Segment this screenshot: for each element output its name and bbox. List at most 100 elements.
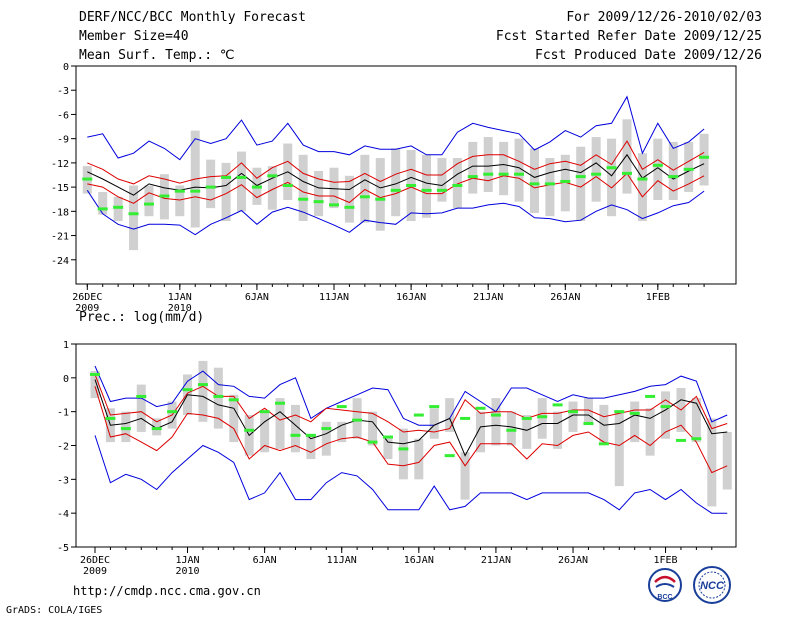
temp-xtick-label: 1JAN bbox=[168, 292, 192, 303]
temp-ensemble-box bbox=[622, 119, 632, 194]
temp-xtick-label: 1FEB bbox=[646, 292, 670, 303]
prec-observed-marker bbox=[275, 401, 286, 405]
prec-xtick-label: 11JAN bbox=[327, 555, 357, 566]
prec-ensemble-box bbox=[661, 391, 671, 439]
temp-observed-marker bbox=[436, 188, 447, 192]
prec-observed-marker bbox=[598, 442, 609, 446]
temp-observed-marker bbox=[606, 166, 617, 170]
temp-xtick-label: 16JAN bbox=[396, 292, 426, 303]
prec-ensemble-box bbox=[368, 411, 378, 446]
bcc-logo-icon: BCC bbox=[648, 568, 682, 602]
prec-observed-marker bbox=[429, 405, 440, 409]
forecast-period-label: For 2009/12/26-2010/02/03 bbox=[566, 10, 762, 25]
source-url[interactable]: http://cmdp.ncc.cma.gov.cn bbox=[73, 584, 261, 598]
prec-ensemble-box bbox=[491, 398, 501, 446]
temp-ensemble-box bbox=[221, 162, 231, 222]
prec-ytick-label: 1 bbox=[63, 340, 69, 351]
prec-ensemble-box bbox=[553, 411, 563, 449]
prec-observed-marker bbox=[321, 427, 332, 431]
prec-observed-marker bbox=[259, 410, 270, 414]
temp-ytick-label: 0 bbox=[63, 62, 69, 73]
prec-ytick-label: -2 bbox=[57, 442, 69, 453]
temp-observed-marker bbox=[621, 171, 632, 175]
bcc-logo-text: BCC bbox=[657, 594, 672, 601]
prec-xtick-label: 16JAN bbox=[404, 555, 434, 566]
variable-label: Mean Surf. Temp.: ℃ bbox=[79, 48, 235, 63]
prec-xtick-label: 1FEB bbox=[653, 555, 677, 566]
temp-observed-marker bbox=[329, 203, 340, 207]
started-refer-label: Fcst Started Refer Date 2009/12/25 bbox=[495, 29, 762, 44]
prec-observed-marker bbox=[645, 394, 656, 398]
temp-observed-marker bbox=[221, 175, 232, 179]
prec-observed-marker bbox=[336, 405, 347, 409]
prec-ensemble-box bbox=[522, 415, 532, 449]
prec-ensemble-box bbox=[90, 371, 100, 399]
prec-observed-marker bbox=[120, 427, 131, 431]
prec-xtick-label: 1JAN bbox=[175, 555, 199, 566]
temp-observed-marker bbox=[267, 174, 278, 178]
temp-observed-marker bbox=[575, 175, 586, 179]
ncc-logo-text: NCC bbox=[700, 580, 725, 592]
precip-panel-label: Prec.: log(mm/d) bbox=[79, 310, 205, 325]
prec-observed-marker bbox=[228, 398, 239, 402]
prec-ensemble-box bbox=[290, 404, 300, 453]
temp-ensemble-box bbox=[452, 158, 462, 209]
temp-ensemble-box bbox=[653, 138, 663, 201]
prec-observed-marker bbox=[305, 433, 316, 437]
temp-xtick-label: 26DEC bbox=[72, 292, 102, 303]
grads-credit: GrADS: COLA/IGES bbox=[6, 605, 103, 616]
temp-observed-marker bbox=[282, 183, 293, 187]
prec-ensemble-box bbox=[136, 384, 146, 432]
prec-ensemble-box bbox=[599, 404, 609, 443]
prec-ensemble-box bbox=[398, 428, 408, 480]
temp-ensemble-box bbox=[422, 154, 432, 218]
prec-ytick-label: -1 bbox=[57, 408, 69, 419]
temp-ensemble-box bbox=[236, 151, 246, 212]
temp-observed-marker bbox=[174, 189, 185, 193]
temp-observed-marker bbox=[159, 194, 170, 198]
temp-ensemble-box bbox=[468, 141, 478, 194]
temp-xtick-year: 2010 bbox=[168, 303, 192, 314]
prec-observed-marker bbox=[213, 394, 224, 398]
temp-ensemble-box bbox=[560, 154, 570, 212]
temp-observed-marker bbox=[560, 179, 571, 183]
prec-observed-marker bbox=[537, 415, 548, 419]
temp-ensemble-box bbox=[175, 185, 185, 217]
prec-observed-marker bbox=[691, 437, 702, 441]
temp-ensemble-box bbox=[576, 146, 586, 222]
temp-observed-marker bbox=[375, 197, 386, 201]
temp-ensemble-box bbox=[668, 141, 678, 201]
prec-observed-marker bbox=[475, 406, 486, 410]
prec-ensemble-box bbox=[383, 438, 393, 460]
temp-observed-marker bbox=[406, 183, 417, 187]
temp-ensemble-box bbox=[206, 159, 216, 209]
temp-observed-marker bbox=[205, 185, 216, 189]
prec-observed-marker bbox=[182, 388, 193, 392]
temp-ensemble-box bbox=[637, 153, 647, 222]
prec-ensemble-box bbox=[722, 431, 732, 490]
prec-ensemble-box bbox=[429, 408, 439, 439]
temp-xtick-year: 2009 bbox=[75, 303, 99, 314]
temp-ytick-label: -18 bbox=[51, 207, 69, 218]
temp-ensemble-box bbox=[129, 185, 139, 251]
prec-ensemble-box bbox=[260, 411, 270, 453]
temp-observed-marker bbox=[498, 172, 509, 176]
prec-series-mean bbox=[94, 379, 728, 457]
prec-xtick-label: 26DEC bbox=[80, 555, 110, 566]
temp-ytick-label: -9 bbox=[57, 135, 69, 146]
temp-observed-marker bbox=[544, 182, 555, 186]
prec-ensemble-box bbox=[460, 452, 470, 500]
prec-series-max bbox=[94, 365, 728, 426]
prec-ensemble-box bbox=[337, 421, 347, 443]
prec-ensemble-box bbox=[306, 435, 316, 460]
prec-ensemble-box bbox=[691, 398, 701, 443]
temp-observed-marker bbox=[143, 202, 154, 206]
prec-observed-marker bbox=[444, 454, 455, 458]
prec-observed-marker bbox=[506, 428, 517, 432]
temp-ensemble-box bbox=[360, 154, 370, 223]
prec-ensemble-box bbox=[645, 408, 655, 456]
temp-xtick-label: 26JAN bbox=[550, 292, 580, 303]
temp-series-min bbox=[86, 190, 705, 236]
prec-observed-marker bbox=[167, 410, 178, 414]
